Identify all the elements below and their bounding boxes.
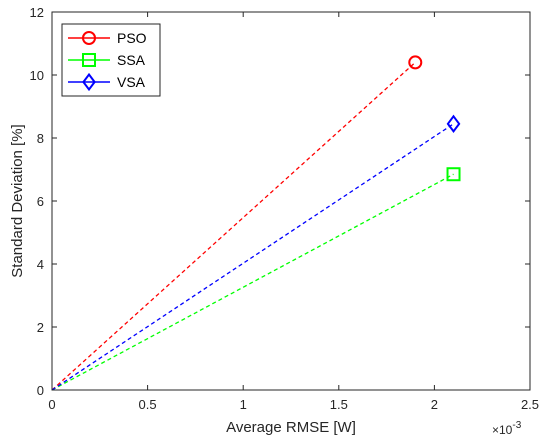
y-tick-label: 12: [30, 5, 44, 20]
x-tick-label: 0.5: [139, 397, 157, 412]
series-line-vsa: [51, 123, 454, 391]
x-tick-label: 2: [431, 397, 438, 412]
series-layer: [51, 55, 461, 391]
legend-label-pso: PSO: [117, 30, 147, 46]
x-tick-label: 2.5: [521, 397, 539, 412]
series-line-pso: [51, 61, 416, 391]
series-line-ssa: [51, 173, 454, 391]
x-tick-label: 1: [240, 397, 247, 412]
y-axis-label: Standard Deviation [%]: [9, 124, 26, 277]
legend-marker-pso: [82, 31, 96, 45]
legend-label-ssa: SSA: [117, 52, 146, 68]
y-tick-label: 8: [37, 131, 44, 146]
y-tick-label: 2: [37, 320, 44, 335]
y-tick-label: 6: [37, 194, 44, 209]
legend-label-vsa: VSA: [117, 74, 146, 90]
data-point-vsa: [446, 114, 461, 133]
x-axis-multiplier: ×10-3: [492, 420, 522, 437]
axes-layer: 0 0.5 1 1.5 2 2.5 0 2 4 6 8 10 12: [30, 5, 540, 412]
x-multiplier-base: ×10: [492, 423, 513, 437]
legend-marker-vsa: [82, 72, 96, 92]
legend: PSO SSA VSA: [61, 23, 161, 97]
legend-marker-ssa: [82, 53, 96, 67]
data-point-pso: [408, 55, 423, 70]
y-tick-label: 10: [30, 68, 44, 83]
y-tick-label: 0: [37, 383, 44, 398]
x-tick-label: 1.5: [330, 397, 348, 412]
y-tick-label: 4: [37, 257, 44, 272]
data-point-ssa: [446, 167, 461, 182]
x-axis-label: Average RMSE [W]: [226, 419, 356, 436]
x-multiplier-exponent: -3: [512, 420, 521, 431]
x-tick-label: 0: [48, 397, 55, 412]
